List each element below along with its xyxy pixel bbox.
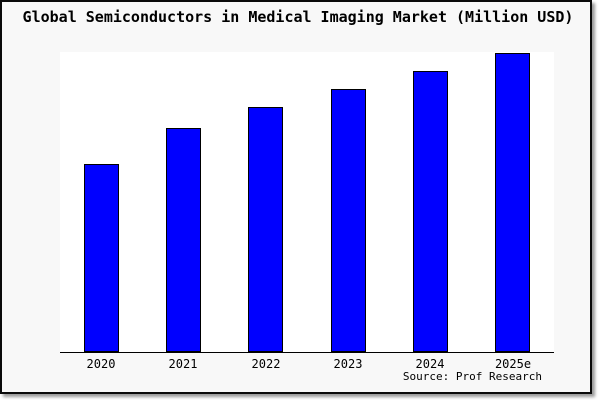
x-tick-label-2025e: 2025e	[494, 357, 532, 371]
chart-frame: Global Semiconductors in Medical Imaging…	[0, 0, 592, 394]
bar-2021	[166, 128, 201, 352]
bar-2024	[413, 71, 448, 352]
bar-2022	[248, 107, 283, 352]
x-axis-labels: 2020 2021 2022 2023 2024 2025e	[60, 357, 554, 373]
x-tick-label-2021: 2021	[168, 357, 198, 371]
bar-2020	[84, 164, 119, 352]
chart-title: Global Semiconductors in Medical Imaging…	[22, 8, 574, 26]
x-tick-label-2022: 2022	[251, 357, 281, 371]
plot-area	[60, 52, 554, 353]
x-tick-label-2023: 2023	[333, 357, 363, 371]
bar-2025e	[495, 53, 530, 352]
x-tick-label-2024: 2024	[415, 357, 445, 371]
source-label: Source: Prof Research	[402, 370, 542, 383]
bar-2023	[331, 89, 366, 352]
x-tick-label-2020: 2020	[86, 357, 116, 371]
